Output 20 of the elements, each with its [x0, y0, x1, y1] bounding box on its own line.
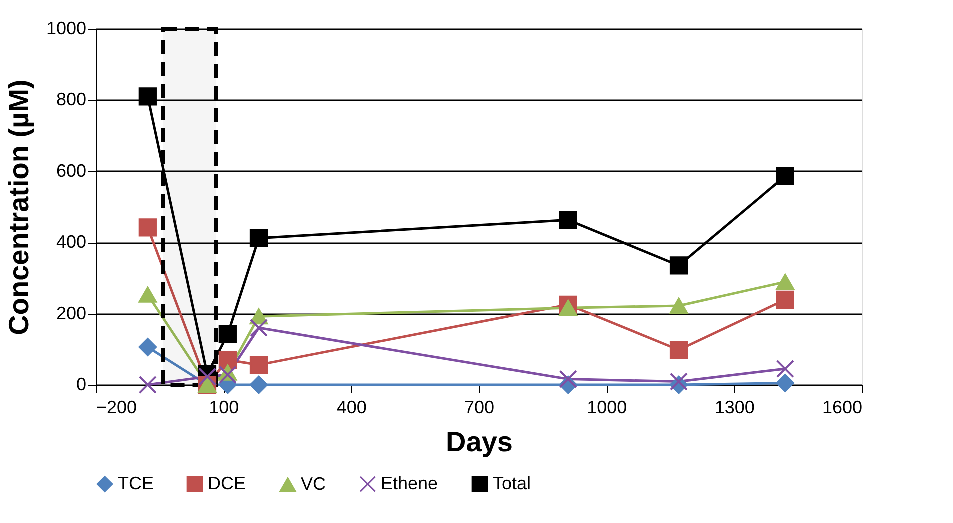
y-tick-label: 200: [56, 303, 86, 324]
y-tick-label: 400: [56, 232, 86, 252]
x-tick-label: −200: [96, 398, 138, 418]
y-tick-label: 600: [56, 160, 86, 181]
x-tick-label: 1000: [587, 398, 628, 418]
x-axis-title: Days: [446, 426, 513, 458]
x-tick-label: 1300: [714, 398, 755, 418]
x-tick-label: 400: [336, 398, 367, 418]
y-tick-label: 0: [76, 374, 86, 394]
y-tick-label: 1000: [46, 18, 86, 38]
legend-label: Ethene: [381, 473, 438, 494]
legend-label: Total: [493, 473, 532, 494]
legend-label: TCE: [118, 473, 154, 494]
y-axis-title: Concentration (µM): [3, 80, 34, 336]
y-tick-label: 800: [56, 90, 86, 110]
x-tick-label: 1600: [822, 398, 862, 418]
x-tick-label: 100: [209, 398, 240, 418]
legend-label: VC: [301, 474, 326, 494]
x-tick-label: 700: [464, 398, 495, 418]
legend-label: DCE: [208, 473, 246, 494]
